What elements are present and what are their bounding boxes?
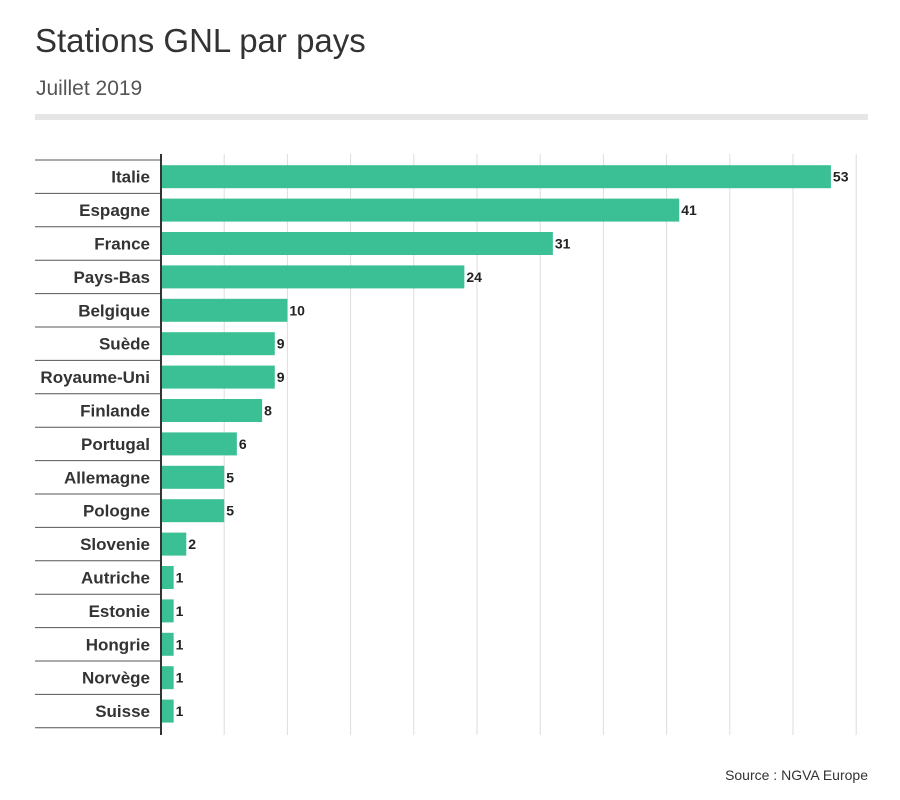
data-label: 53 (833, 169, 849, 185)
category-label: Finlande (80, 402, 150, 421)
bar-hongrie (161, 632, 174, 656)
category-label: Portugal (81, 435, 150, 454)
source-note: Source : NGVA Europe (725, 767, 868, 783)
data-label: 9 (277, 369, 285, 385)
category-label: Norvège (82, 669, 150, 688)
data-label: 24 (466, 269, 482, 285)
bar-su-de (161, 332, 275, 356)
category-label: Suède (99, 335, 150, 354)
bar-pologne (161, 499, 225, 523)
bar-belgique (161, 298, 288, 322)
data-label: 41 (681, 202, 697, 218)
bar-slovenie (161, 532, 187, 556)
data-label: 9 (277, 336, 285, 352)
bar-suisse (161, 699, 174, 723)
category-label: Belgique (78, 301, 150, 320)
bar-espagne (161, 198, 680, 222)
bar-france (161, 232, 553, 255)
data-label: 8 (264, 403, 272, 419)
bar-allemagne (161, 465, 225, 489)
data-label: 5 (226, 503, 234, 519)
data-label: 2 (188, 536, 196, 552)
data-label: 1 (176, 636, 184, 652)
category-label: Autriche (81, 569, 150, 588)
category-label: Hongrie (86, 635, 150, 654)
bar-estonie (161, 599, 174, 623)
category-label: Pays-Bas (73, 268, 150, 287)
category-label: Allemagne (64, 468, 150, 487)
bar-norv-ge (161, 666, 174, 690)
category-label: Estonie (89, 602, 150, 621)
bar-finlande (161, 399, 263, 422)
chart-title: Stations GNL par pays (35, 22, 366, 59)
data-label: 10 (289, 302, 305, 318)
category-label: France (94, 235, 150, 254)
data-label: 1 (176, 603, 184, 619)
bar-portugal (161, 432, 237, 456)
bar-royaume-uni (161, 365, 275, 389)
data-label: 6 (239, 436, 247, 452)
bar-italie (161, 165, 831, 189)
header-divider (35, 114, 868, 120)
category-label: Suisse (95, 702, 150, 721)
category-label: Italie (111, 168, 150, 187)
data-label: 1 (176, 703, 184, 719)
data-label: 1 (176, 670, 184, 686)
category-label: Espagne (79, 201, 150, 220)
data-label: 5 (226, 469, 234, 485)
chart-subtitle: Juillet 2019 (36, 77, 143, 100)
category-label: Slovenie (80, 535, 150, 554)
data-label: 1 (176, 570, 184, 586)
data-label: 31 (555, 236, 571, 252)
category-label: Royaume-Uni (40, 368, 150, 387)
bar-autriche (161, 566, 174, 589)
category-label: Pologne (83, 502, 150, 521)
bar-pays-bas (161, 265, 465, 289)
